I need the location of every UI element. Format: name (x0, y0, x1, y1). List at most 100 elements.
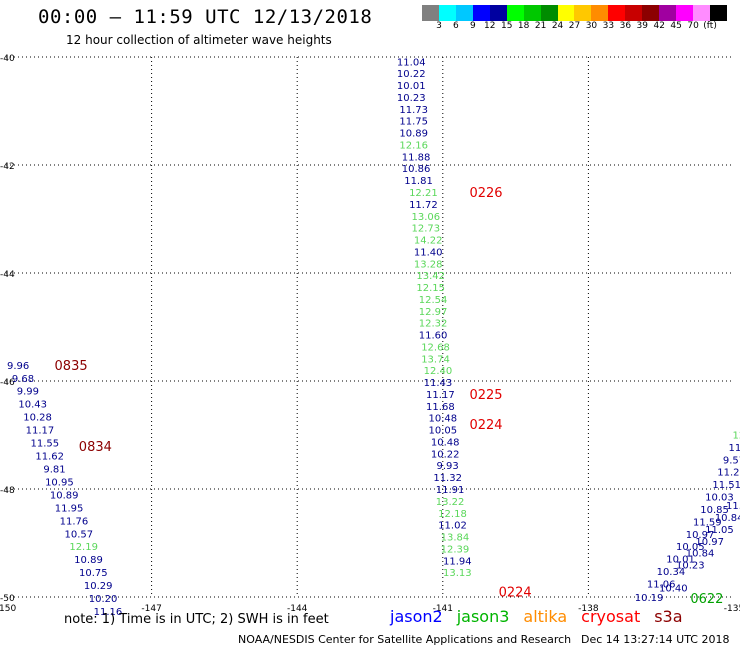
wave-height-label: 11. (726, 501, 740, 512)
footer-note: note: 1) Time is in UTC; 2) SWH is in fe… (64, 612, 329, 627)
wave-height-label: 11.40 (414, 247, 443, 258)
pass-time-label: 0226 (469, 186, 502, 201)
color-scale-label: 39 (636, 21, 648, 31)
wave-height-label: 12.73 (411, 224, 440, 235)
wave-height-label: 11.04 (397, 57, 426, 68)
wave-height-label: 10.01 (666, 555, 695, 566)
wave-height-label: 10.89 (399, 129, 428, 140)
x-tick-label: -135 (724, 604, 740, 614)
x-tick-label: -150 (0, 604, 16, 614)
chart-title: 00:00 – 11:59 UTC 12/13/2018 (38, 6, 373, 28)
color-swatch (709, 5, 727, 21)
color-scale-label: 9 (469, 21, 476, 31)
pass-time-label: 0834 (79, 440, 112, 455)
color-swatch (523, 5, 541, 21)
color-swatch (642, 5, 660, 21)
color-swatch (591, 5, 609, 21)
wave-height-label: 13.74 (421, 354, 450, 365)
wave-height-label: 9.99 (17, 387, 39, 398)
wave-height-label: 11. (728, 443, 740, 454)
wave-height-label: 11.95 (55, 503, 84, 514)
y-tick-label: -42 (0, 162, 15, 172)
pass-time-label: 0224 (499, 586, 532, 601)
pass-time-label: 0224 (469, 418, 502, 433)
wave-height-label: 10.22 (431, 449, 460, 460)
wave-height-label: 12.54 (419, 295, 448, 306)
wave-height-label: 11.06 (647, 580, 676, 591)
wave-height-label: 10.89 (74, 555, 103, 566)
chart-subtitle: 12 hour collection of altimeter wave hei… (66, 33, 332, 47)
color-scale-label: 21 (534, 21, 547, 31)
x-tick-label: -144 (287, 604, 308, 614)
wave-height-label: 10.23 (676, 561, 705, 572)
wave-height-label: 12.19 (69, 542, 98, 553)
satellite-legend-item: altika (523, 607, 568, 626)
wave-height-label: 12.97 (419, 307, 448, 318)
wave-height-label: 10.86 (402, 164, 431, 175)
credit-timestamp: Dec 14 13:27:14 UTC 2018 (581, 633, 730, 646)
wave-height-label: 10.48 (431, 437, 460, 448)
y-tick-label: -50 (0, 594, 15, 604)
wave-height-label: 10.89 (50, 490, 79, 501)
color-swatch (422, 5, 439, 21)
wave-height-label: 10.05 (428, 426, 457, 437)
wave-height-label: 12.68 (421, 342, 450, 353)
wave-height-label: 11.55 (31, 439, 60, 450)
wave-height-label: 10.19 (635, 593, 664, 604)
color-swatch (438, 5, 456, 21)
wave-height-label: 10.95 (45, 477, 74, 488)
pass-time-label: 0225 (469, 388, 502, 403)
grid-lines (6, 56, 734, 598)
color-swatch (506, 5, 524, 21)
wave-height-label: 9.96 (7, 361, 29, 372)
wave-height-label: 11.76 (60, 516, 89, 527)
wave-height-label: 11.62 (35, 452, 64, 463)
y-tick-label: -48 (0, 486, 15, 496)
wave-height-label: 11.43 (424, 378, 453, 389)
wave-height-label: 13.06 (411, 212, 440, 223)
color-scale-label: 27 (568, 21, 581, 31)
wave-height-label: 12.16 (399, 140, 428, 151)
time-labels: 0226 0225 0224 0224 0835 0834 0622 (55, 186, 724, 607)
color-scale-label: 30 (585, 21, 598, 31)
wave-height-label: 10.22 (397, 69, 426, 80)
satellite-legend-item: s3a (654, 607, 683, 626)
color-scale-label: 24 (551, 21, 564, 31)
satellite-legend-item: jason2 (390, 607, 443, 626)
wave-height-label: 10.48 (428, 414, 457, 425)
wave-height-label: 13.84 (441, 533, 470, 544)
color-scale-label: 45 (670, 21, 682, 31)
color-swatch (625, 5, 643, 21)
wave-height-label: 12.18 (438, 509, 467, 520)
wave-height-label: 11.17 (26, 426, 55, 437)
color-swatch (574, 5, 592, 21)
color-scale-label: 33 (602, 21, 615, 31)
wave-height-label: 10.97 (695, 537, 724, 548)
wave-height-label: 13.42 (416, 271, 445, 282)
color-swatch (455, 5, 473, 21)
wave-height-label: 10.85 (700, 505, 729, 516)
wave-height-label: 10.34 (657, 567, 686, 578)
wave-height-label: 13.28 (414, 259, 443, 270)
color-swatch (608, 5, 626, 21)
tick-labels: -40 -42 -44 -46 -48 -50-150 -147 -144 -141 -138 -1… (0, 54, 740, 614)
pass-time-label: 0835 (55, 359, 88, 374)
wave-height-label: 11.16 (94, 607, 123, 618)
color-scale-label: 12 (484, 21, 496, 31)
wave-height-label: 10.03 (705, 493, 734, 504)
color-scale-labels: 3 6 9 12 15 18 21 24 27 30 33 36 39 42 45 70 (ft) (422, 21, 740, 35)
wave-height-label: 12 (732, 430, 740, 441)
wave-height-label: 10.01 (397, 81, 426, 92)
wave-height-label: 11.32 (433, 473, 462, 484)
x-tick-label: -141 (433, 604, 453, 614)
color-scale-label: 6 (453, 21, 459, 31)
wave-height-label: 11.91 (436, 485, 465, 496)
wave-height-label: 10.28 (23, 413, 52, 424)
satellite-legend: jason2 jason3 altika cryosat s3a (390, 607, 697, 627)
wave-height-label: 11.05 (705, 525, 734, 536)
wave-height-label: 10.84 (686, 549, 715, 560)
wave-height-label: 11.51 (712, 480, 740, 491)
color-scale-label: 36 (619, 21, 632, 31)
x-tick-label: -147 (141, 604, 161, 614)
